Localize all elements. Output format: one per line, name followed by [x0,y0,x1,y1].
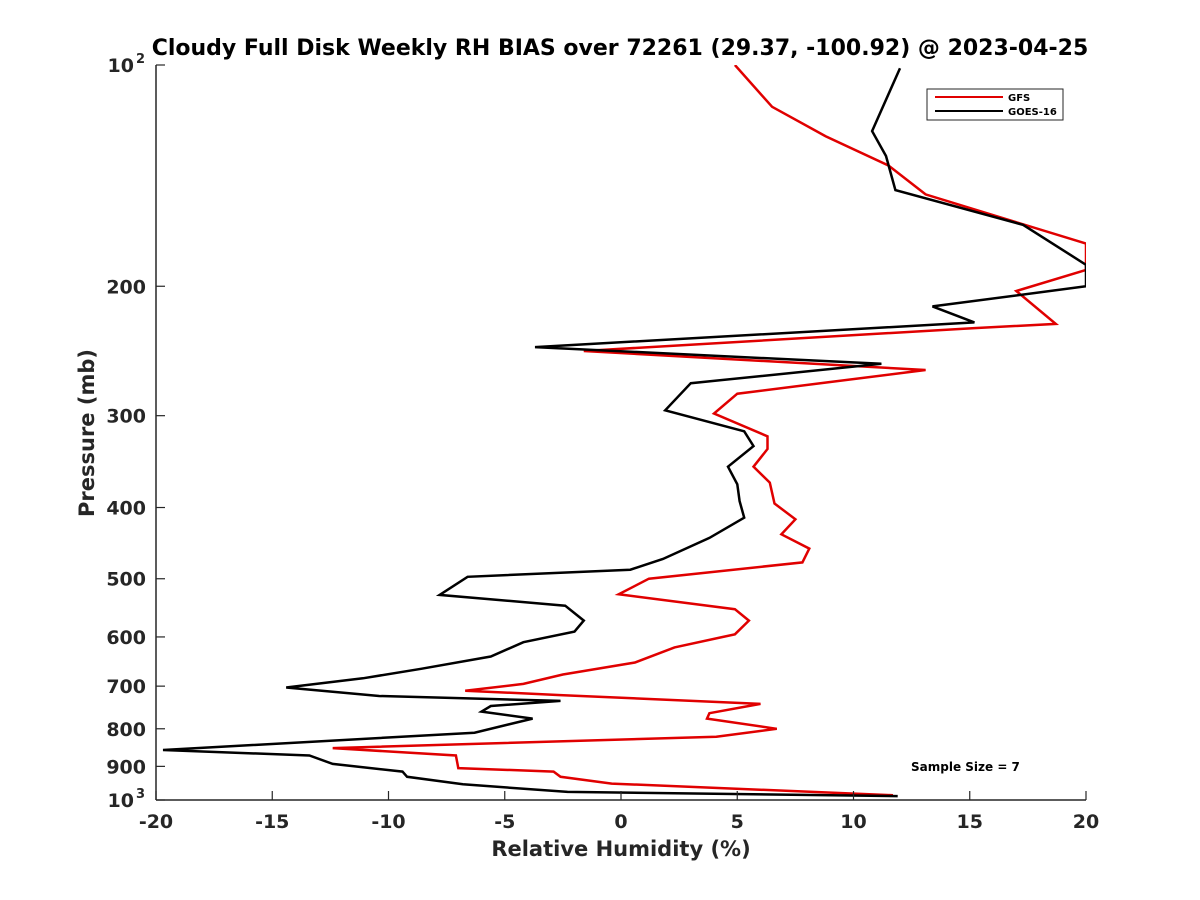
x-axis-label: Relative Humidity (%) [491,837,750,861]
y-tick-exponent: 3 [136,787,145,802]
x-tick-label: 20 [1073,811,1099,833]
y-tick-label: 500 [106,569,146,591]
legend-label-gfs: GFS [1008,93,1030,104]
y-tick-label: 300 [106,406,146,428]
x-tick-label: -15 [255,811,289,833]
chart-background [0,0,1200,900]
x-tick-label: 10 [840,811,866,833]
y-tick-label: 600 [106,627,146,649]
x-tick-label: -20 [139,811,173,833]
x-tick-label: -10 [371,811,405,833]
y-tick-label: 800 [106,719,146,741]
rh-bias-chart: Cloudy Full Disk Weekly RH BIAS over 722… [0,0,1200,900]
y-tick-label: 900 [106,756,146,778]
y-tick-label: 700 [106,676,146,698]
legend-label-goes16: GOES-16 [1008,107,1057,118]
y-tick-label: 10 [108,790,134,812]
sample-size-annotation: Sample Size = 7 [911,760,1020,774]
y-tick-exponent: 2 [136,52,145,67]
x-tick-label: -5 [494,811,515,833]
x-tick-label: 0 [614,811,627,833]
chart-title: Cloudy Full Disk Weekly RH BIAS over 722… [152,36,1089,61]
legend: GFS GOES-16 [927,89,1063,120]
y-tick-label: 400 [106,498,146,520]
y-axis-label: Pressure (mb) [75,349,99,517]
x-tick-label: 5 [731,811,744,833]
y-tick-label: 10 [108,55,134,77]
x-tick-label: 15 [957,811,983,833]
y-tick-label: 200 [106,276,146,298]
